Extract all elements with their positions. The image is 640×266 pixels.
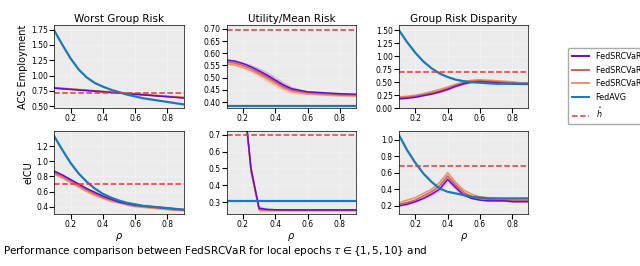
Y-axis label: eICU: eICU [23, 161, 33, 184]
X-axis label: $\rho$: $\rho$ [287, 231, 296, 243]
Title: Worst Group Risk: Worst Group Risk [74, 14, 164, 24]
Y-axis label: ACS Employment: ACS Employment [19, 24, 28, 109]
Legend: FedSRCVaR - local epochs: 1, FedSRCVaR - local epochs: 5, FedSRCVaR - local epoc: FedSRCVaR - local epochs: 1, FedSRCVaR -… [568, 48, 640, 124]
X-axis label: $\rho$: $\rho$ [460, 231, 468, 243]
X-axis label: $\rho$: $\rho$ [115, 231, 123, 243]
Title: Group Risk Disparity: Group Risk Disparity [410, 14, 517, 24]
Title: Utility/Mean Risk: Utility/Mean Risk [248, 14, 335, 24]
Text: Performance comparison between FedSRCVaR for local epochs $\tau \in \{1, 5, 10\}: Performance comparison between FedSRCVaR… [3, 244, 428, 258]
